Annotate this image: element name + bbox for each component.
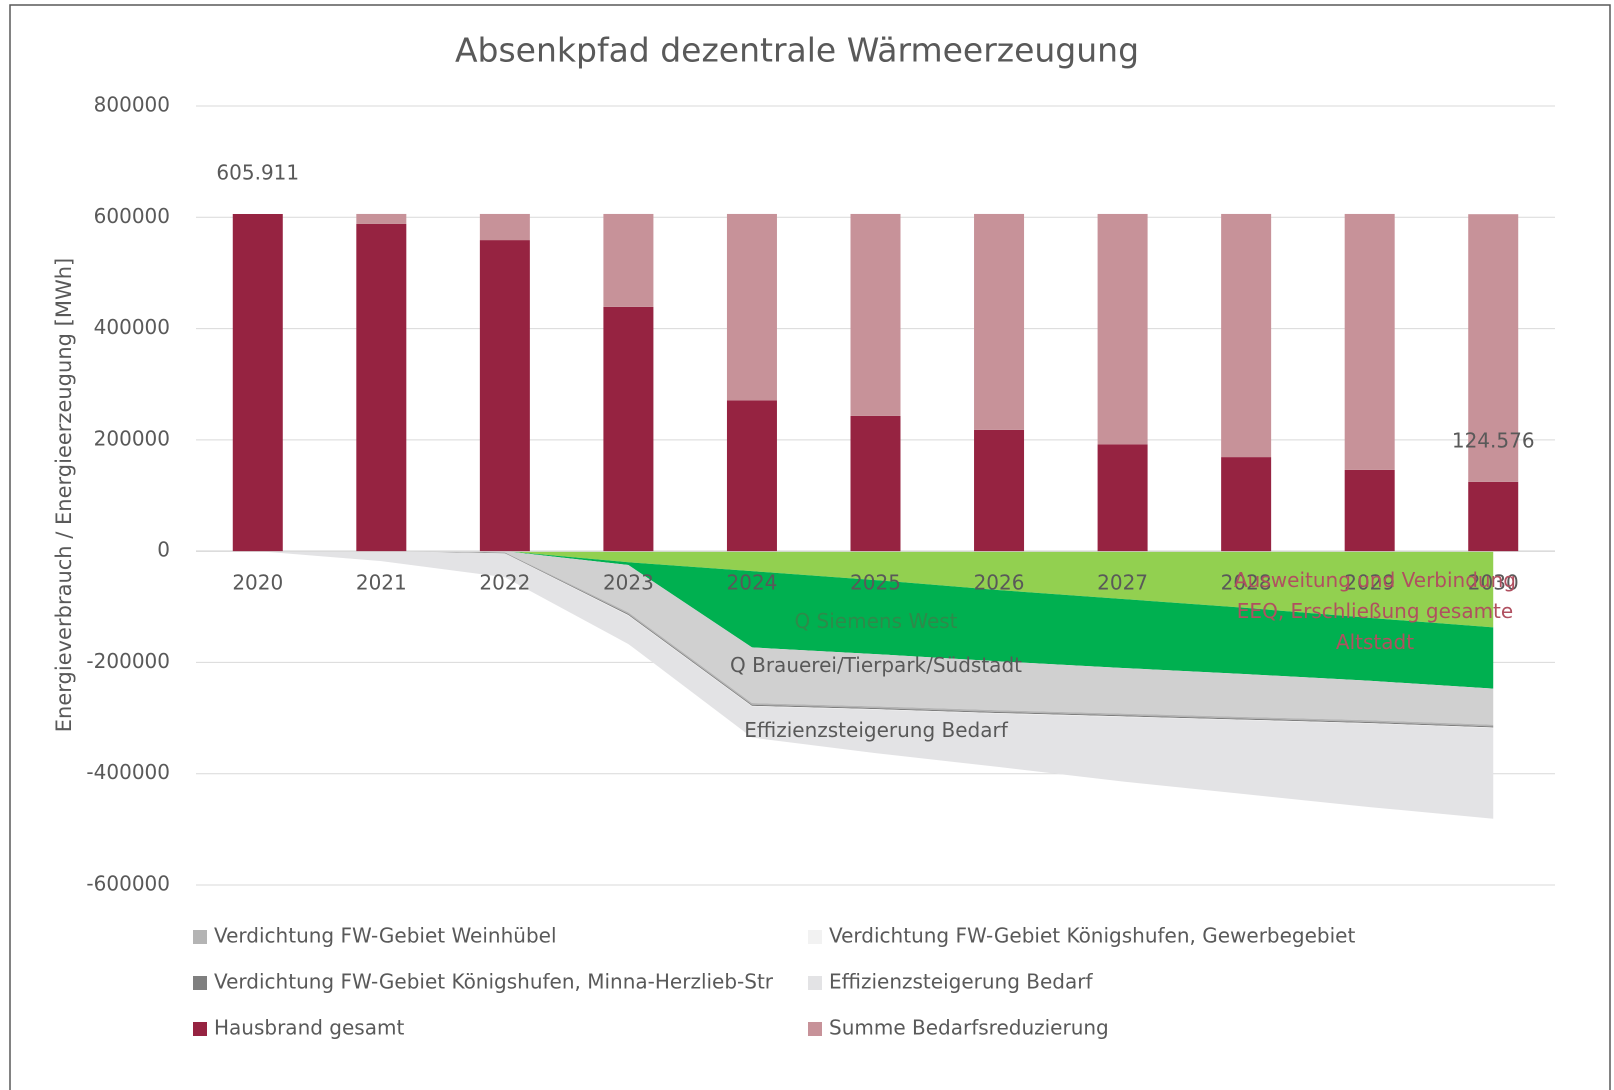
bar: [479, 213, 530, 241]
legend-label: Hausbrand gesamt: [214, 1016, 404, 1040]
area: [257, 551, 1494, 725]
bar: [1468, 214, 1519, 482]
bar: [974, 429, 1025, 552]
y-tick-label: -600000: [86, 872, 170, 896]
bar: [1221, 457, 1272, 552]
x-tick-label: 2021: [356, 571, 407, 595]
area-label: Effizienzsteigerung Bedarf: [744, 718, 1008, 742]
bar: [1221, 213, 1272, 458]
legend-swatch: [193, 930, 207, 944]
y-tick-label: 600000: [94, 204, 170, 228]
y-tick-label: 200000: [94, 426, 170, 450]
bar: [726, 400, 777, 552]
area-label: Q Siemens West: [794, 609, 958, 633]
x-tick-label: 2020: [232, 571, 283, 595]
x-tick-label: 2025: [850, 571, 901, 595]
bar: [356, 223, 407, 552]
x-tick-label: 2030: [1468, 571, 1519, 595]
bar: [603, 213, 654, 307]
bar: [1344, 213, 1395, 470]
area: [257, 551, 1494, 628]
x-tick-label: 2026: [974, 571, 1025, 595]
legend-swatch: [808, 1022, 822, 1036]
x-tick-label: 2022: [479, 571, 530, 595]
area-label: Ausweitung und Verbindung EEQ, Erschließ…: [1234, 568, 1516, 654]
y-tick-label: -400000: [86, 760, 170, 784]
data-label: 124.576: [1452, 428, 1535, 452]
y-tick-label: 400000: [94, 315, 170, 339]
legend-label: Effizienzsteigerung Bedarf: [829, 970, 1093, 994]
x-tick-label: 2027: [1097, 571, 1148, 595]
y-tick-label: 800000: [94, 93, 170, 117]
legend-swatch: [193, 976, 207, 990]
bar: [726, 213, 777, 401]
bar: [850, 213, 901, 416]
bar: [1097, 444, 1148, 552]
x-tick-label: 2028: [1221, 571, 1272, 595]
bar: [850, 415, 901, 552]
y-tick-label: 0: [157, 538, 170, 562]
area: [257, 551, 1494, 819]
x-tick-label: 2029: [1344, 571, 1395, 595]
legend-label: Verdichtung FW-Gebiet Weinhübel: [214, 924, 557, 948]
bar: [603, 306, 654, 552]
x-tick-label: 2023: [603, 571, 654, 595]
bar: [356, 213, 407, 224]
y-axis-title: Energieverbrauch / Energieerzeugung [MWh…: [52, 258, 76, 732]
legend-label: Summe Bedarfsreduzierung: [829, 1016, 1109, 1040]
y-tick-label: -200000: [86, 649, 170, 673]
legend-swatch: [808, 976, 822, 990]
x-tick-label: 2024: [727, 571, 778, 595]
bar: [1097, 213, 1148, 445]
data-label: 605.911: [216, 160, 299, 184]
area-label: Q Brauerei/Tierpark/Südstadt: [730, 653, 1022, 677]
legend-label: Verdichtung FW-Gebiet Königshufen, Gewer…: [829, 924, 1355, 948]
bar: [1344, 469, 1395, 552]
area: [257, 551, 1494, 689]
bar: [479, 240, 530, 552]
chart-title: Absenkpfad dezentrale Wärmeerzeugung: [455, 31, 1139, 70]
bar: [1468, 481, 1519, 552]
bar: [232, 213, 283, 552]
legend-swatch: [808, 930, 822, 944]
legend-swatch: [193, 1022, 207, 1036]
bar: [974, 213, 1025, 430]
legend-label: Verdichtung FW-Gebiet Königshufen, Minna…: [214, 970, 774, 994]
